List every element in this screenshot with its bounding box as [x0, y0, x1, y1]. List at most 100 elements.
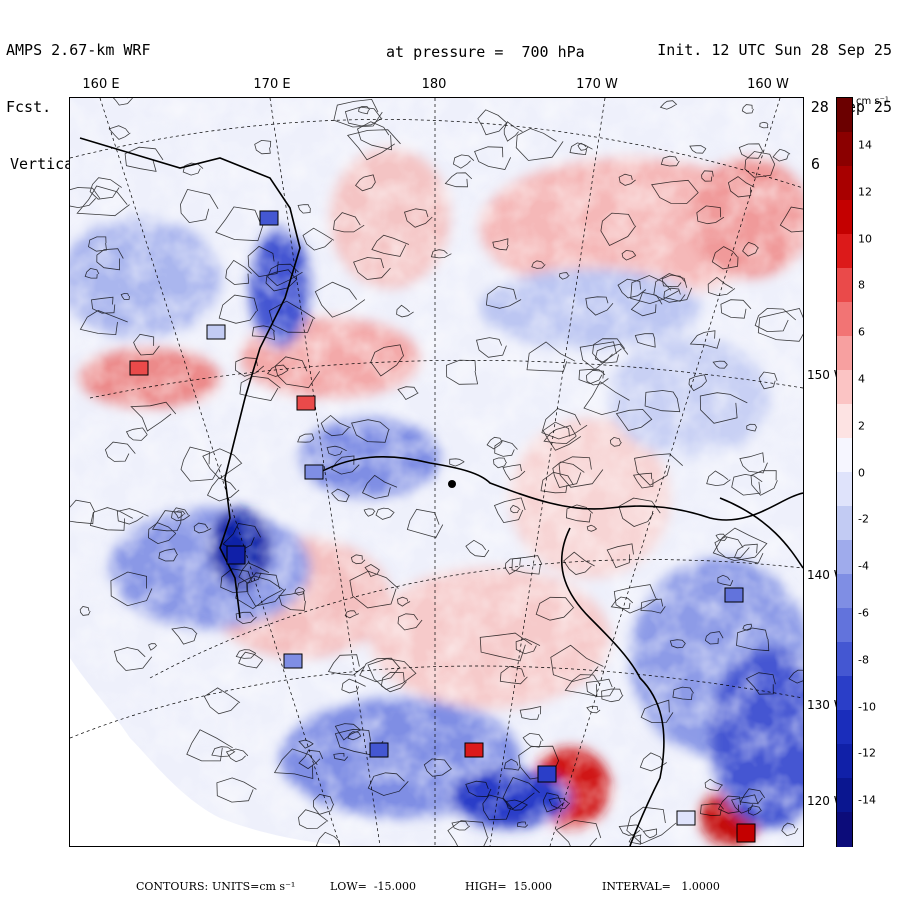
contour: [738, 143, 764, 159]
contour: [541, 408, 588, 440]
contour: [720, 299, 752, 319]
contour: [704, 631, 724, 645]
contour: [565, 504, 594, 523]
colorbar-segment: [837, 98, 852, 133]
contour: [346, 129, 401, 161]
contour: [578, 368, 606, 385]
contour: [89, 507, 133, 531]
contour: [355, 174, 376, 192]
contour: [502, 777, 540, 810]
contour: [630, 291, 663, 317]
contour: [116, 508, 149, 525]
lon-label-170e: 170 E: [253, 77, 291, 92]
colorbar-tick-label: -4: [858, 559, 869, 573]
lon-label-160w: 160 W: [747, 77, 789, 92]
contour: [404, 208, 433, 228]
contour: [254, 139, 272, 155]
colorbar-tick-label: 6: [858, 325, 865, 339]
colorbar-tick-label: -8: [858, 653, 869, 667]
contour: [298, 809, 329, 829]
contour: [731, 794, 759, 814]
colorbar-tick-label: -14: [858, 793, 876, 807]
contour: [110, 571, 153, 607]
contour: [689, 330, 721, 349]
contour: [333, 212, 365, 233]
contour: [594, 343, 629, 364]
colorbar-segment: [837, 744, 852, 779]
contour: [651, 179, 699, 204]
contour: [215, 206, 264, 242]
contour: [91, 296, 116, 314]
init-time: Init. 12 UTC Sun 28 Sep 25: [657, 41, 892, 59]
colorbar-segment: [837, 778, 852, 813]
contour: [618, 173, 636, 186]
contour: [367, 658, 417, 690]
contour: [745, 672, 776, 695]
contour: [124, 146, 164, 172]
colorbar-units: cm s⁻¹: [856, 96, 889, 107]
contour: [125, 427, 148, 441]
contour: [739, 788, 766, 804]
colorbar-segment: [837, 268, 852, 303]
contour: [298, 739, 314, 749]
contour: [247, 245, 279, 278]
contour: [688, 374, 708, 392]
model-title: AMPS 2.67-km WRF: [6, 41, 151, 59]
contour: [548, 797, 571, 809]
contour: [108, 125, 131, 140]
contour: [585, 678, 616, 698]
contour: [171, 626, 198, 645]
contour: [267, 263, 303, 287]
contour: [618, 497, 661, 527]
fcst-label: Fcst.: [6, 98, 52, 116]
contour: [499, 665, 528, 685]
contour: [120, 292, 130, 300]
contour: [238, 562, 270, 584]
colorbar-segment: [837, 200, 852, 235]
contour: [600, 212, 637, 247]
contour: [220, 568, 253, 593]
contour: [302, 227, 335, 251]
contour: [297, 433, 315, 443]
contour: [701, 170, 714, 182]
contour: [353, 257, 391, 280]
contour: [274, 356, 321, 389]
contour: [511, 555, 543, 575]
footer-interval: INTERVAL= 1.0000: [602, 880, 720, 893]
contour: [298, 749, 324, 770]
contour: [79, 606, 91, 616]
contour: [251, 325, 276, 341]
contour: [736, 627, 770, 652]
contour: [586, 705, 601, 714]
contour: [779, 206, 803, 233]
contour: [663, 287, 686, 302]
contour: [522, 732, 544, 748]
map-panel: [69, 97, 804, 847]
footer-low: LOW= -15.000: [330, 880, 417, 893]
contour: [707, 276, 736, 297]
contour: [371, 234, 410, 257]
contour: [130, 401, 177, 432]
contour: [396, 304, 414, 318]
contour: [84, 267, 100, 279]
contour: [465, 539, 490, 558]
contour: [609, 436, 622, 447]
contour: [113, 647, 153, 671]
contour: [314, 281, 366, 318]
contour: [741, 104, 754, 114]
contour: [341, 678, 366, 694]
contour: [347, 731, 362, 741]
contour: [452, 154, 475, 169]
colorbar: [836, 97, 853, 847]
contour: [634, 333, 656, 348]
contour: [79, 310, 128, 336]
contour: [689, 145, 707, 154]
contour: [540, 471, 574, 494]
contour: [754, 307, 797, 333]
contour: [669, 639, 686, 649]
contour: [696, 205, 725, 225]
contour: [564, 674, 600, 697]
contour: [396, 596, 411, 607]
contour: [180, 188, 219, 224]
colorbar-tick-label: 12: [858, 185, 872, 199]
